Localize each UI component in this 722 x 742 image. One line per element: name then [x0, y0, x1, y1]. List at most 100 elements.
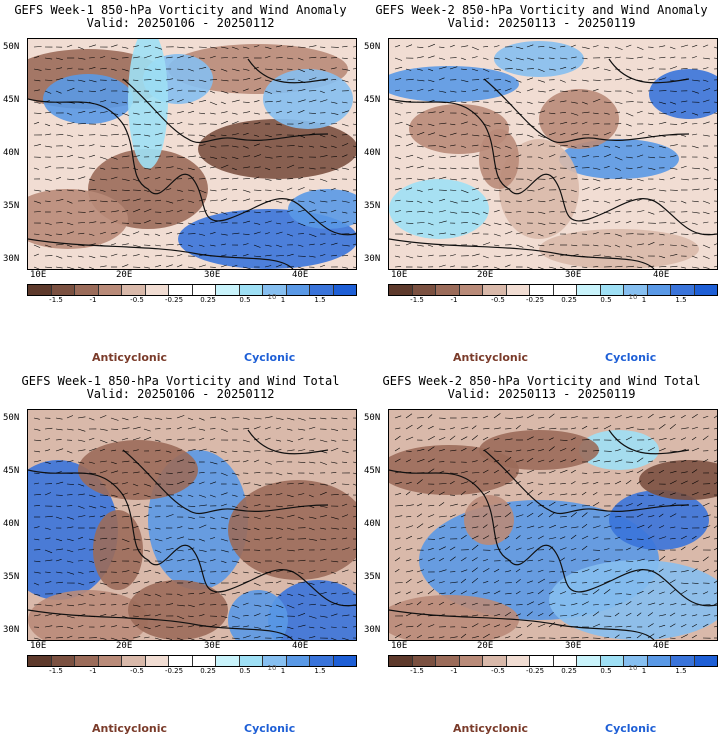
colorbar-tick-label: 1.5	[675, 667, 687, 675]
colorbar-tick-label: 1	[641, 667, 647, 675]
panel-valid-dates: Valid: 20250106 - 20250112	[86, 387, 275, 401]
colorbar-unit: 10	[628, 664, 638, 672]
colorbar-tick-label: -1	[450, 296, 458, 304]
longitude-label: 20E	[477, 270, 494, 280]
colorbar-swatch	[577, 656, 601, 666]
panel-valid-dates: Valid: 20250113 - 20250119	[447, 387, 636, 401]
colorbar-tick-label: 0.5	[239, 667, 251, 675]
colorbar-swatch	[145, 656, 169, 666]
colorbar-tick-label: -0.25	[164, 296, 184, 304]
colorbar-tick-label: 1	[280, 667, 286, 675]
longitude-label: 20E	[116, 641, 133, 651]
colorbar-tick-label: 0.5	[600, 296, 612, 304]
latitude-label: 45N	[364, 95, 381, 105]
colorbar-swatch	[98, 656, 122, 666]
longitude-label: 10E	[391, 641, 408, 651]
colorbar-unit: 10	[267, 664, 277, 672]
colorbar-swatch	[122, 656, 146, 666]
cyclonic-label: Cyclonic	[605, 722, 657, 735]
latitude-label: 30N	[3, 254, 20, 264]
colorbar-swatch	[436, 285, 460, 295]
colorbar-tick-label: -0.5	[130, 296, 144, 304]
longitude-label: 40E	[292, 641, 309, 651]
anticyclonic-label: Anticyclonic	[453, 351, 529, 364]
colorbar-tick-label: -0.5	[491, 667, 505, 675]
latitude-label: 50N	[364, 42, 381, 52]
longitude-label: 40E	[292, 270, 309, 280]
colorbar-tick-label: 0.25	[561, 667, 577, 675]
colorbar-swatch	[671, 656, 695, 666]
latitude-label: 35N	[3, 201, 20, 211]
colorbar-swatch	[75, 656, 99, 666]
longitude-label: 30E	[565, 641, 582, 651]
colorbar-swatch	[694, 656, 717, 666]
colorbar-swatch	[310, 656, 334, 666]
colorbar-swatch	[122, 285, 146, 295]
latitude-label: 30N	[3, 625, 20, 635]
colorbar-tick-label: 0.5	[239, 296, 251, 304]
colorbar-swatch	[506, 285, 530, 295]
colorbar-swatch	[483, 285, 507, 295]
latitude-label: 35N	[3, 572, 20, 582]
colorbar-tick-label: -0.5	[130, 667, 144, 675]
latitude-label: 35N	[364, 201, 381, 211]
colorbar-swatch	[216, 285, 240, 295]
longitude-label: 10E	[30, 641, 47, 651]
anticyclonic-label: Anticyclonic	[453, 722, 529, 735]
latitude-label: 45N	[364, 466, 381, 476]
colorbar-swatch	[75, 285, 99, 295]
colorbar-swatch	[624, 285, 648, 295]
colorbar-tick-label: 1.5	[314, 667, 326, 675]
panel-title: GEFS Week-2 850-hPa Vorticity and Wind A…	[375, 3, 708, 17]
colorbar-tick-label: 0.25	[200, 667, 216, 675]
colorbar	[27, 284, 357, 296]
colorbar-tick-label: -1	[450, 667, 458, 675]
colorbar-tick-label: -0.25	[525, 667, 545, 675]
colorbar-unit: 10	[267, 293, 277, 301]
colorbar	[27, 655, 357, 667]
panel-valid-dates: Valid: 20250113 - 20250119	[447, 16, 636, 30]
map-panel: GEFS Week-1 850-hPa Vorticity and Wind A…	[0, 0, 361, 371]
map-panel: GEFS Week-2 850-hPa Vorticity and Wind A…	[361, 0, 722, 371]
anticyclonic-label: Anticyclonic	[92, 722, 168, 735]
colorbar-swatch	[600, 285, 624, 295]
colorbar-swatch	[310, 285, 334, 295]
latitude-label: 30N	[364, 254, 381, 264]
longitude-label: 30E	[204, 641, 221, 651]
colorbar-tick-label: -1	[89, 296, 97, 304]
longitude-label: 20E	[477, 641, 494, 651]
longitude-label: 20E	[116, 270, 133, 280]
colorbar-tick-label: 1.5	[314, 296, 326, 304]
longitude-label: 10E	[30, 270, 47, 280]
colorbar-swatch	[530, 285, 554, 295]
longitude-label: 30E	[565, 270, 582, 280]
latitude-label: 40N	[364, 519, 381, 529]
colorbar-tick-label: 0.25	[200, 296, 216, 304]
colorbar-swatch	[239, 656, 263, 666]
colorbar-swatch	[600, 656, 624, 666]
colorbar-tick-label: -0.25	[164, 667, 184, 675]
colorbar-swatch	[412, 285, 436, 295]
latitude-label: 30N	[364, 625, 381, 635]
latitude-label: 50N	[3, 42, 20, 52]
colorbar-swatch	[412, 656, 436, 666]
colorbar-swatch	[145, 285, 169, 295]
panel-title: GEFS Week-1 850-hPa Vorticity and Wind T…	[21, 374, 340, 388]
colorbar-swatch	[553, 656, 577, 666]
longitude-label: 40E	[653, 270, 670, 280]
colorbar-tick-label: -0.5	[491, 296, 505, 304]
colorbar-unit: 10	[628, 293, 638, 301]
colorbar-swatch	[286, 656, 310, 666]
colorbar-swatch	[389, 285, 413, 295]
colorbar-swatch	[192, 285, 216, 295]
colorbar-tick-label: -1.5	[410, 667, 424, 675]
colorbar-swatch	[459, 285, 483, 295]
colorbar-swatch	[671, 285, 695, 295]
colorbar-swatch	[169, 656, 193, 666]
colorbar-swatch	[263, 285, 287, 295]
colorbar-swatch	[389, 656, 413, 666]
colorbar-swatch	[286, 285, 310, 295]
vorticity-map	[388, 409, 718, 641]
vorticity-map	[27, 38, 357, 270]
panel-valid-dates: Valid: 20250106 - 20250112	[86, 16, 275, 30]
